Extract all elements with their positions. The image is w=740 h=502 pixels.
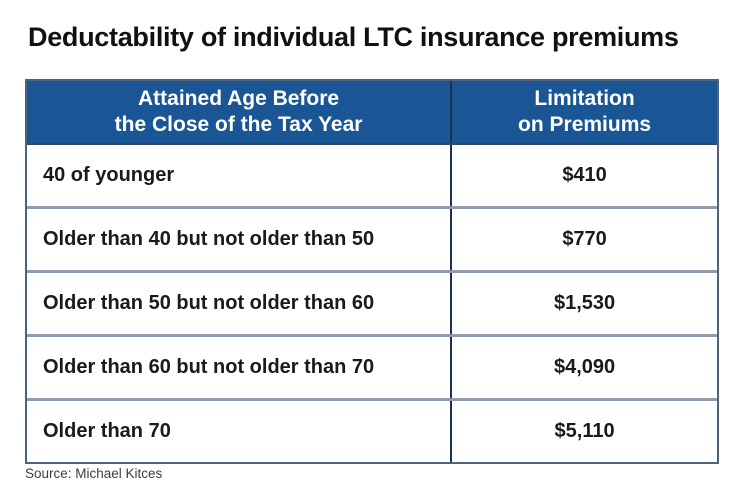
table-row: Older than 60 but not older than 70 $4,0…: [27, 334, 717, 398]
table-row: Older than 50 but not older than 60 $1,5…: [27, 270, 717, 334]
ltc-premium-table: Attained Age Before the Close of the Tax…: [25, 79, 719, 464]
limit-cell: $770: [450, 209, 717, 270]
table-row: Older than 40 but not older than 50 $770: [27, 206, 717, 270]
limit-cell: $5,110: [450, 401, 717, 462]
table-row: 40 of younger $410: [27, 145, 717, 206]
column-header-line: on Premiums: [518, 113, 652, 136]
table-row: Older than 70 $5,110: [27, 398, 717, 462]
column-header-attained-age: Attained Age Before the Close of the Tax…: [27, 81, 450, 143]
table-header-row: Attained Age Before the Close of the Tax…: [27, 81, 717, 145]
limit-cell: $410: [450, 145, 717, 206]
age-cell: Older than 70: [43, 420, 171, 442]
column-header-line: Attained Age Before: [138, 86, 340, 110]
source-attribution: Source: Michael Kitces: [25, 466, 163, 481]
column-header-limitation: Limitation on Premiums: [450, 81, 717, 143]
age-cell: 40 of younger: [43, 164, 175, 186]
age-cell: Older than 40 but not older than 50: [43, 228, 375, 250]
page-title: Deductability of individual LTC insuranc…: [28, 22, 679, 52]
limit-cell: $4,090: [450, 337, 717, 398]
limit-cell: $1,530: [450, 273, 717, 334]
age-cell: Older than 60 but not older than 70: [43, 356, 375, 378]
age-cell: Older than 50 but not older than 60: [43, 292, 375, 314]
column-header-line: Limitation: [534, 86, 635, 110]
column-header-line: the Close of the Tax Year: [114, 113, 363, 136]
